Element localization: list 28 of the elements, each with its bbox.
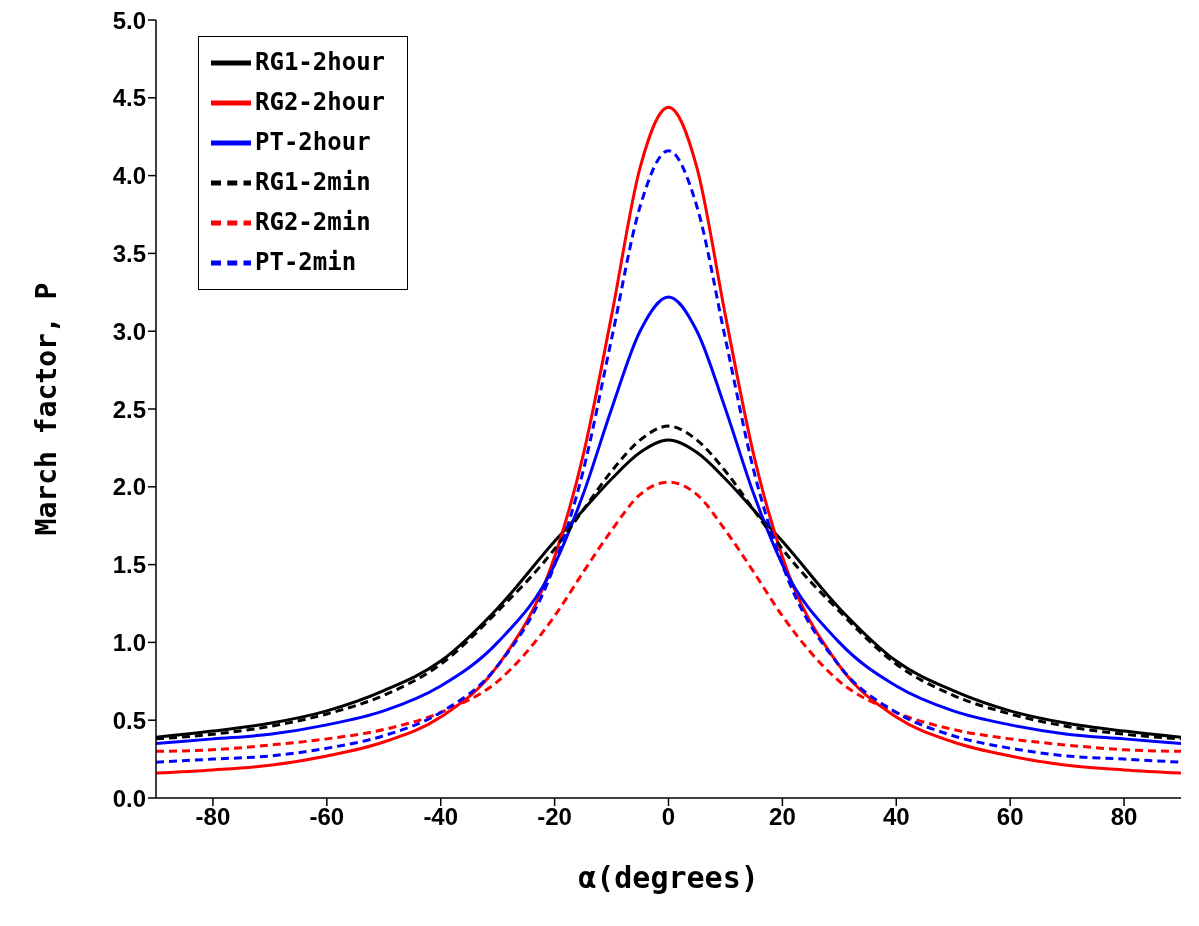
y-tick-label: 5.0 <box>112 6 146 34</box>
legend-label: PT-2hour <box>255 128 371 156</box>
y-tick-label: 1.0 <box>112 628 146 656</box>
x-tick-label: 80 <box>1110 803 1138 831</box>
y-tick-label: 3.0 <box>112 317 146 345</box>
x-tick-label: 20 <box>769 803 796 831</box>
x-tick-label: -80 <box>195 803 231 831</box>
legend-label: RG1-2hour <box>255 48 386 76</box>
x-tick-label: -60 <box>309 803 345 831</box>
x-tick-label: 40 <box>882 803 910 831</box>
y-tick-label: 4.0 <box>112 162 146 190</box>
x-axis-title: α(degrees) <box>578 860 759 895</box>
y-tick-label: 2.0 <box>112 473 146 501</box>
y-tick-label: 1.5 <box>112 551 146 579</box>
x-tick-label: 0 <box>661 803 676 831</box>
legend-label: RG2-2hour <box>255 88 386 116</box>
x-tick-label: -40 <box>423 803 459 831</box>
x-tick-label: 60 <box>996 803 1024 831</box>
x-tick-label: -20 <box>537 803 572 831</box>
y-tick-label: 3.5 <box>112 239 146 267</box>
y-tick-label: 4.5 <box>112 84 146 112</box>
legend-label: RG2-2min <box>255 208 371 236</box>
legend-label: PT-2min <box>255 248 357 276</box>
y-tick-label: 0.5 <box>112 706 146 734</box>
legend-label: RG1-2min <box>255 168 371 196</box>
y-axis-title: March factor, P <box>29 282 63 536</box>
y-tick-label: 0.0 <box>112 784 146 812</box>
y-tick-label: 2.5 <box>112 395 146 423</box>
